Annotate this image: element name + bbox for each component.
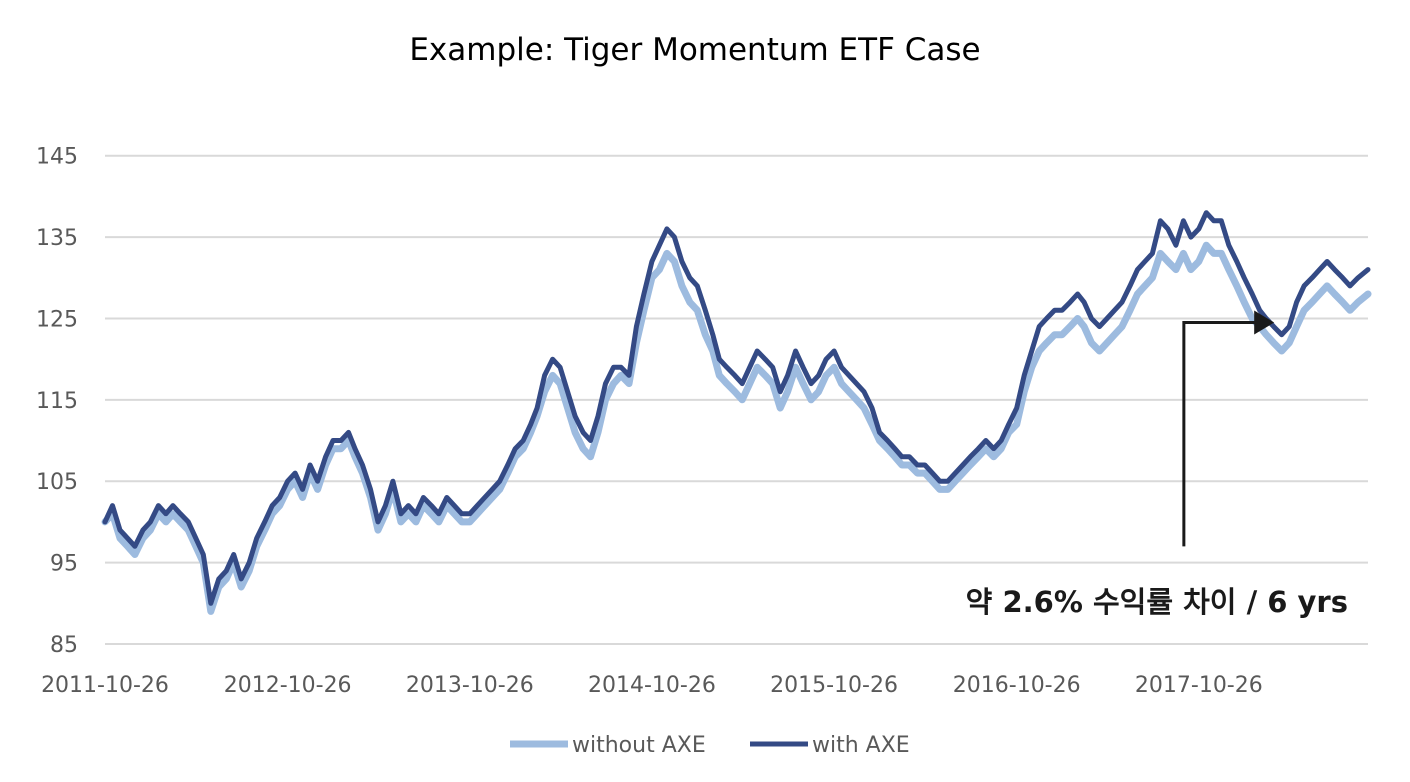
- y-axis-ticks: 85 95 105 115 125 135 145: [36, 145, 78, 658]
- annotation-arrowhead: [1254, 310, 1275, 335]
- annotation-text: 약 2.6% 수익률 차이 / 6 yrs: [966, 585, 1348, 619]
- x-tick-label: 2015-10-26: [770, 673, 898, 698]
- chart-title: Example: Tiger Momentum ETF Case: [409, 32, 980, 68]
- x-tick-label: 2012-10-26: [224, 673, 352, 698]
- legend-label: without AXE: [572, 733, 706, 758]
- y-tick-label: 105: [36, 470, 78, 495]
- x-tick-label: 2016-10-26: [953, 673, 1081, 698]
- y-tick-label: 145: [36, 145, 78, 170]
- series-lines: [101, 210, 1372, 615]
- x-tick-label: 2014-10-26: [588, 673, 716, 698]
- annotation: 약 2.6% 수익률 차이 / 6 yrs: [966, 310, 1348, 619]
- y-tick-label: 85: [50, 633, 78, 658]
- y-tick-label: 135: [36, 226, 78, 251]
- x-axis-ticks: 2011-10-26 2012-10-26 2013-10-26 2014-10-26…: [41, 673, 1263, 698]
- x-tick-label: 2017-10-26: [1135, 673, 1263, 698]
- x-tick-label: 2011-10-26: [41, 673, 169, 698]
- x-tick-label: 2013-10-26: [406, 673, 534, 698]
- legend: without AXE with AXE: [510, 733, 910, 758]
- series-line-with-axe: [102, 210, 1371, 606]
- y-tick-label: 95: [50, 552, 78, 577]
- y-tick-label: 115: [36, 389, 78, 414]
- y-tick-label: 125: [36, 307, 78, 332]
- annotation-arrow: [1182, 321, 1259, 547]
- legend-label: with AXE: [812, 733, 910, 758]
- series-line-without-axe: [101, 241, 1372, 615]
